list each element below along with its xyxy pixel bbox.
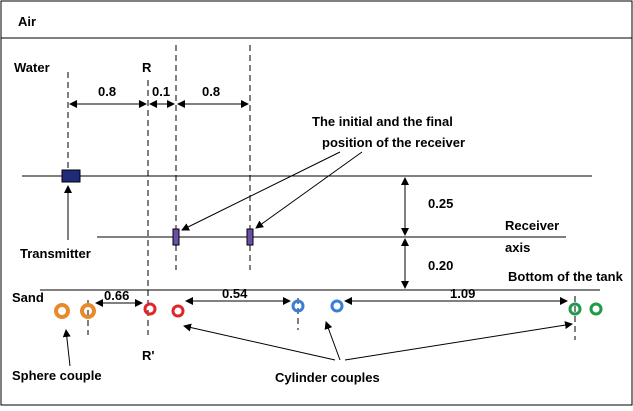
cylinder	[568, 302, 582, 316]
dim-label: 0.66	[104, 288, 129, 303]
cylinder	[143, 302, 157, 316]
cylinder	[171, 304, 185, 318]
receiver-note: The initial and the final	[312, 114, 453, 129]
pointer-arrow	[181, 151, 341, 231]
water-label: Water	[14, 60, 50, 75]
pointer-arrow	[344, 321, 573, 361]
transmitter-label: Transmitter	[20, 246, 91, 261]
tank-bottom-label: Bottom of the tank	[508, 269, 624, 284]
r-label: R	[142, 60, 152, 75]
dim-label: 0.1	[152, 84, 170, 99]
pointer-arrow	[324, 321, 341, 361]
dim-label: 0.8	[98, 84, 116, 99]
dim-label: 0.20	[428, 258, 453, 273]
r-prime-label: R'	[142, 348, 154, 363]
pointer-arrow	[183, 323, 336, 361]
cylinder	[291, 299, 305, 313]
dim-label: 1.09	[450, 286, 475, 301]
receiver-note: position of the receiver	[322, 135, 465, 150]
pointer-arrow	[255, 151, 363, 229]
cylinder-label: Cylinder couples	[275, 370, 380, 385]
sand-label: Sand	[12, 290, 44, 305]
sphere	[80, 303, 96, 319]
receiver-axis-label: Receiver	[505, 218, 559, 233]
air-label: Air	[18, 14, 36, 29]
pointer-arrow	[62, 329, 71, 367]
receiver-axis-label: axis	[505, 240, 530, 255]
receiver	[172, 228, 180, 246]
cylinder	[589, 302, 603, 316]
cylinder	[330, 299, 344, 313]
receiver	[246, 228, 254, 246]
dim-label: 0.8	[202, 84, 220, 99]
dim-label: 0.25	[428, 196, 453, 211]
sphere	[54, 303, 70, 319]
dim-label: 0.54	[222, 286, 248, 301]
transmitter	[61, 169, 81, 183]
sphere-label: Sphere couple	[12, 368, 102, 383]
